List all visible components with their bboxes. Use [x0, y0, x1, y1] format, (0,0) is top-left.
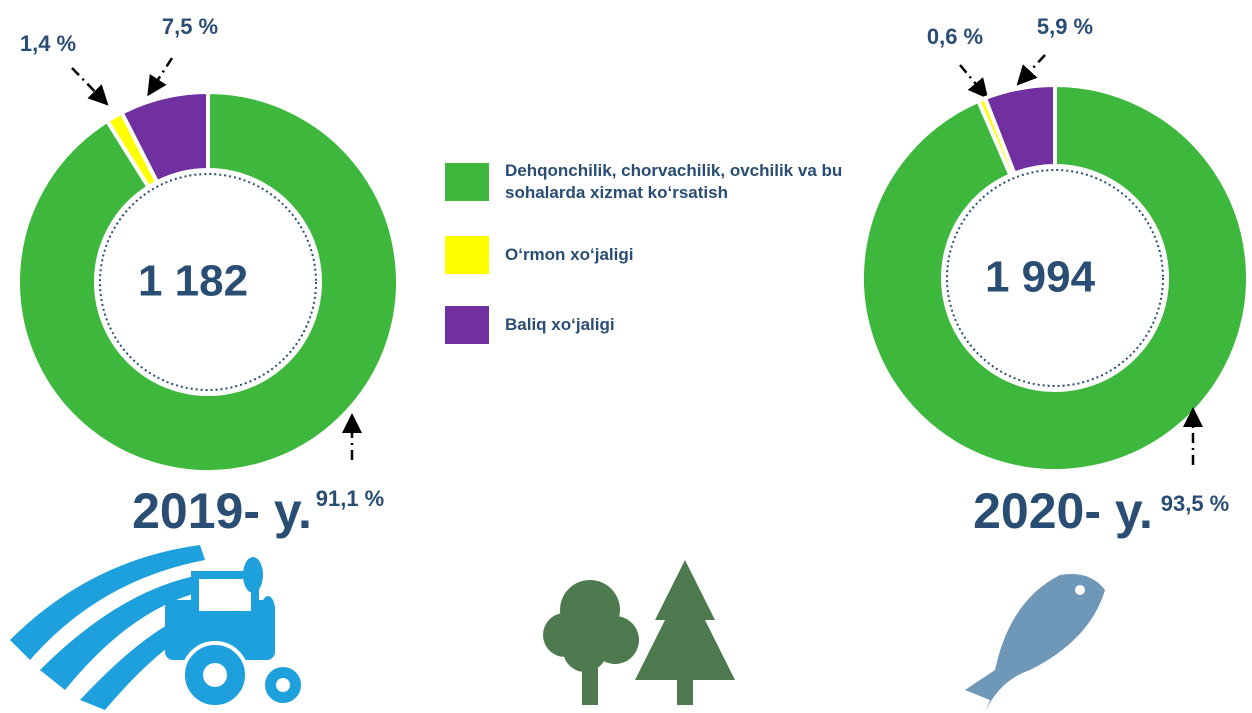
value-label: 91,1 % — [316, 486, 385, 511]
legend-item: O‘rmon xo‘jaligi — [445, 236, 875, 275]
legend-label: Dehqonchilik, chorvachilik, ovchilik va … — [505, 161, 843, 203]
donut-slice — [982, 82, 1057, 177]
donut-slice — [119, 89, 210, 185]
value-label: 7,5 % — [162, 14, 218, 39]
inner-ring — [99, 173, 317, 391]
legend-item: Baliq xo‘jaligi — [445, 306, 875, 345]
legend-swatch — [445, 306, 489, 345]
donut-slice — [16, 89, 400, 474]
donut-slice — [860, 82, 1250, 473]
forest-icon — [543, 560, 735, 705]
legend-swatch — [445, 236, 489, 275]
label-arrow — [147, 57, 174, 97]
label-arrow — [1016, 54, 1046, 86]
value-label: 0,6 % — [927, 24, 983, 49]
year-label: 2019- y. — [132, 483, 312, 539]
legend: Dehqonchilik, chorvachilik, ovchilik va … — [445, 160, 875, 376]
fish-icon — [965, 574, 1105, 712]
center-label: 1 994 — [985, 253, 1096, 302]
legend-item: Dehqonchilik, chorvachilik, ovchilik va … — [445, 160, 875, 204]
inner-ring — [946, 169, 1164, 387]
year-label: 2020- y. — [973, 483, 1153, 539]
legend-swatch — [445, 163, 489, 202]
legend-label: Baliq xo‘jaligi — [505, 315, 615, 335]
center-label: 1 182 — [138, 257, 248, 306]
value-label: 1,4 % — [20, 31, 76, 56]
legend-label: O‘rmon xo‘jaligi — [505, 245, 634, 265]
label-arrow — [959, 64, 989, 99]
value-label: 93,5 % — [1161, 491, 1230, 516]
agriculture-icon — [10, 545, 305, 710]
value-label: 5,9 % — [1037, 14, 1093, 39]
label-arrow — [71, 67, 109, 106]
